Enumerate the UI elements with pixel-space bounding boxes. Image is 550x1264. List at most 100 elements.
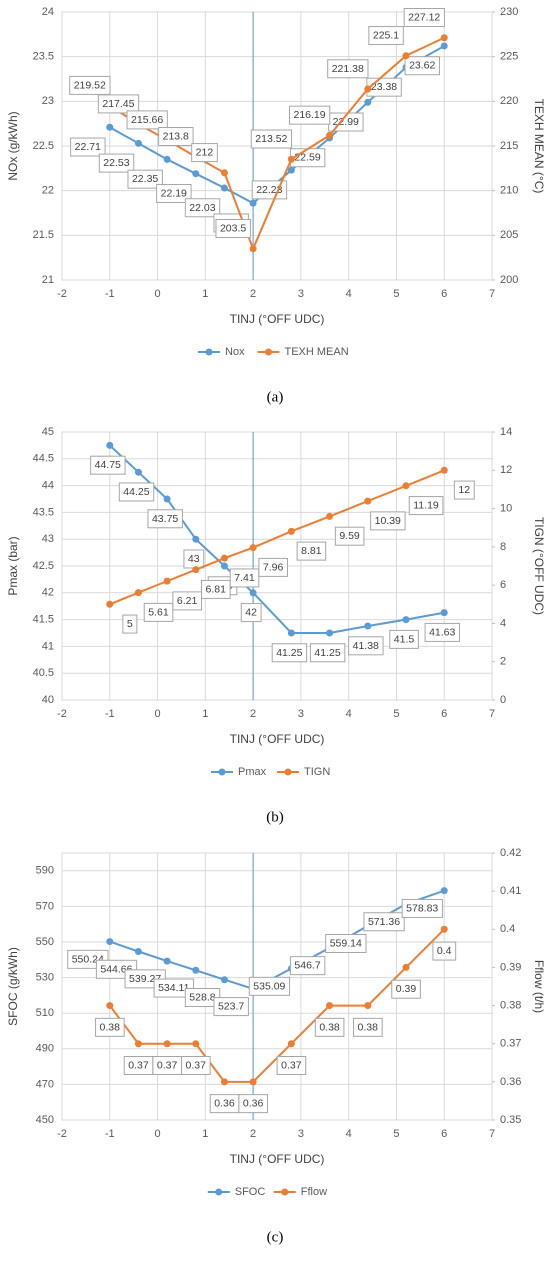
label-box [181,1055,211,1075]
caption: (a) [267,389,284,405]
y-tick-label: 22.5 [33,140,54,152]
point [192,1040,200,1048]
data-label: 41.63 [429,626,455,638]
label-box [97,94,140,114]
point [287,155,295,163]
data-label: 216.19 [293,109,325,121]
data-label-group: 216.19 [288,105,331,125]
label-box [363,912,405,932]
data-label: 213.8 [163,131,189,143]
legend-marker [215,1188,223,1196]
data-label: 528.8 [189,992,215,1004]
label-box [276,1055,307,1075]
y2-tick-label: 8 [500,541,506,553]
label-box [404,56,441,76]
y-axis-label: Pmax (bar) [6,536,20,595]
data-label: 578.83 [406,902,438,914]
point [440,466,448,474]
caption: (c) [267,1229,284,1245]
point [287,1040,295,1048]
legend-marker [265,348,272,356]
label-box [240,603,262,623]
data-label: 11.19 [413,500,439,512]
data-label: 0.36 [243,1098,264,1110]
label-box [126,110,168,130]
data-label: 22.59 [294,152,320,164]
y2-tick-label: 0.4 [500,923,515,935]
point [163,495,171,503]
label-box [424,622,461,642]
data-label-group: 0.37 [152,1055,182,1075]
label-box [251,180,288,200]
point [163,577,171,585]
y-tick-label: 490 [36,1043,54,1055]
x-tick-label: 2 [250,288,256,300]
y-tick-label: 41.5 [33,614,54,626]
data-label: 43.75 [152,513,178,525]
label-box [90,455,126,475]
y-tick-label: 44 [42,480,54,492]
y2-tick-label: 220 [500,95,518,107]
label-box [258,557,288,577]
label-box [201,579,231,599]
label-box [353,1017,383,1037]
point [287,629,295,637]
point [249,544,257,552]
legend-marker [218,768,226,776]
legend-label: Nox [225,346,245,358]
data-label: 227.12 [408,12,440,24]
y-tick-label: 43 [42,533,54,545]
data-label: 535.09 [253,980,285,992]
label-box [143,602,174,622]
point [220,184,228,192]
y2-tick-label: 6 [500,579,506,591]
legend-label: TIGN [304,766,330,778]
data-label-group: 22.23 [251,180,288,200]
label-box [248,976,291,996]
data-label: 7.96 [263,561,284,573]
label-box [127,169,163,189]
x-tick-label: 7 [489,288,495,300]
data-label-group: 225.1 [368,26,404,46]
data-label: 215.66 [131,114,163,126]
point [402,482,410,490]
label-box [403,8,445,28]
data-label-group: 0.37 [276,1055,307,1075]
data-label-group: 10.39 [370,511,406,531]
point [192,170,200,178]
legend-marker [284,768,292,776]
data-label-group: 213.52 [250,129,293,149]
data-label-group: 523.7 [213,997,249,1017]
point [287,527,295,535]
label-box [408,496,444,516]
point [249,1078,257,1086]
x-tick-label: -1 [105,1128,115,1140]
data-label: 0.37 [281,1059,302,1071]
data-label-group: 6.21 [172,591,202,611]
point [440,925,448,933]
point [249,199,257,207]
x-tick-label: 0 [154,288,160,300]
label-box [229,568,260,588]
data-label-group: 0.38 [95,1017,125,1037]
point [106,600,114,608]
data-label-group: 41.25 [271,643,308,663]
label-box [250,129,293,149]
data-label: 43 [188,553,200,565]
data-label-group: 227.12 [403,8,445,28]
point [220,554,228,562]
data-label: 559.14 [330,938,362,950]
data-label: 9.59 [339,530,360,542]
y2-tick-label: 0.39 [500,961,521,973]
data-label: 212 [196,147,214,159]
x-tick-label: 7 [489,1128,495,1140]
data-label: 219.52 [74,79,106,91]
data-label: 6.81 [206,583,227,595]
data-label-group: 203.5 [215,219,251,239]
data-label-group: 0.38 [314,1017,345,1037]
point [192,566,200,574]
y-tick-label: 43.5 [33,506,54,518]
point [220,1078,228,1086]
data-label: 534.11 [158,982,189,994]
x-axis-label: TINJ (°OFF UDC) [230,312,325,326]
